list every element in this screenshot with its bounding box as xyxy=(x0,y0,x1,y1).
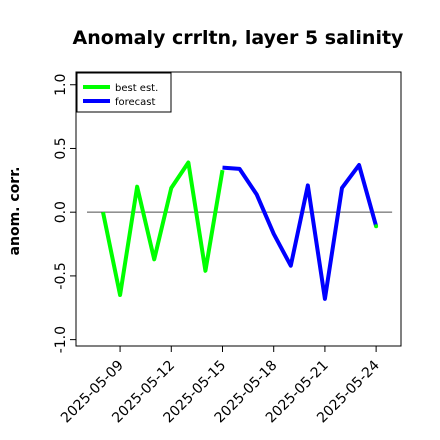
y-tick-label: 1.0 xyxy=(53,74,69,96)
y-axis: -1.0 -0.5 0.0 0.5 1.0 xyxy=(53,74,76,353)
legend: best est. forecast xyxy=(76,72,172,113)
forecast-end-point xyxy=(374,224,379,229)
legend-label-forecast: forecast xyxy=(115,97,156,108)
y-tick-label: -1.0 xyxy=(53,326,69,353)
y-tick-label: -0.5 xyxy=(53,262,69,289)
x-axis: 2025-05-092025-05-122025-05-152025-05-18… xyxy=(58,346,383,426)
y-tick-label: 0.0 xyxy=(53,201,69,223)
plot-frame xyxy=(75,71,402,347)
y-axis-label: anom. corr. xyxy=(7,167,23,256)
series-layer xyxy=(101,160,379,301)
series-line-best-est xyxy=(101,160,225,298)
y-tick-label: 0.5 xyxy=(53,137,69,159)
legend-label-best-est: best est. xyxy=(115,83,158,94)
chart-title: Anomaly crrltn, layer 5 salinity xyxy=(73,27,404,49)
series-line-forecast xyxy=(222,163,379,301)
legend-box xyxy=(76,72,172,113)
